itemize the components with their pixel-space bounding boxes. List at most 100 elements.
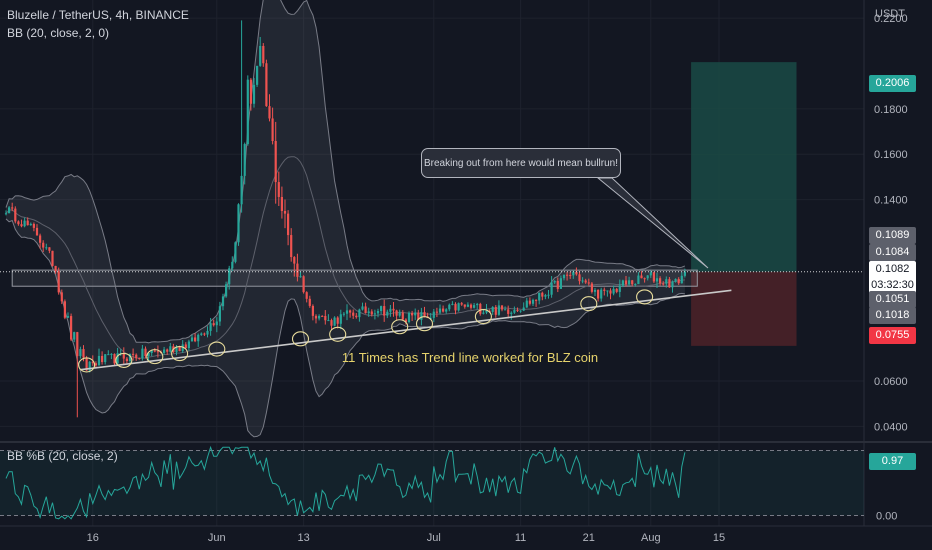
countdown-tag: 03:32:30 <box>869 277 916 294</box>
candle-body <box>187 341 190 348</box>
candle-body <box>352 312 355 316</box>
candle <box>147 352 150 361</box>
candle <box>662 281 665 286</box>
candle-body <box>553 280 556 283</box>
candle <box>66 312 70 319</box>
candle <box>169 342 172 353</box>
candle <box>209 317 212 336</box>
candle <box>671 280 674 293</box>
candle <box>116 347 119 367</box>
touch-ellipse <box>391 319 409 335</box>
candle-body <box>113 353 116 364</box>
candle-body <box>135 354 138 359</box>
candle <box>228 265 231 290</box>
candle <box>113 353 116 366</box>
candle-body <box>668 279 671 288</box>
touch-ellipse <box>474 308 492 325</box>
candle-body <box>370 311 373 315</box>
candle <box>252 77 256 108</box>
candle-body <box>618 285 621 292</box>
candle-body <box>364 306 367 314</box>
candle <box>240 20 243 213</box>
candle <box>342 311 345 317</box>
touch-ellipse <box>329 326 347 342</box>
candle <box>497 300 500 316</box>
candle-body <box>203 333 206 335</box>
candle-body <box>268 106 271 119</box>
candle-body <box>593 289 597 292</box>
candle-body <box>23 220 26 227</box>
candle <box>516 307 519 312</box>
candle <box>590 282 593 294</box>
candle-body <box>153 350 156 352</box>
position-zones <box>11 62 797 346</box>
candle-body <box>643 278 646 280</box>
candle <box>138 357 141 360</box>
candle <box>166 348 169 355</box>
candle-body <box>445 309 448 312</box>
candle-body <box>336 317 339 324</box>
bb-indicator-label[interactable]: BB (20, close, 2, 0) <box>7 26 110 40</box>
candle <box>547 289 550 299</box>
x-tick-label: 16 <box>87 532 99 544</box>
candle-body <box>587 282 590 284</box>
candle-body <box>327 320 330 322</box>
candle <box>417 309 420 320</box>
candle-body <box>4 213 8 215</box>
candle-body <box>209 323 212 331</box>
candle <box>150 349 153 357</box>
candle-body <box>423 312 426 317</box>
candle-body <box>290 235 293 258</box>
candle-body <box>624 280 628 285</box>
candle-body <box>225 284 228 297</box>
candle-body <box>404 319 407 322</box>
y-tick-label: 0.1800 <box>874 104 908 116</box>
candle-body <box>466 304 469 307</box>
candle-body <box>541 292 544 297</box>
candle <box>256 65 259 87</box>
touch-ellipse <box>636 289 654 305</box>
y-tick-label: 0.1600 <box>874 149 908 161</box>
candle-body <box>249 79 252 104</box>
candle <box>268 94 271 122</box>
candle-body <box>132 353 135 355</box>
breakout-callout[interactable]: Breaking out from here would mean bullru… <box>421 148 621 178</box>
candle <box>485 304 488 315</box>
percent-b-indicator-label[interactable]: BB %B (20, close, 2) <box>7 449 118 463</box>
candle-body <box>237 204 240 243</box>
candle <box>110 353 113 360</box>
touch-ellipse <box>580 296 598 312</box>
touch-ellipse <box>208 341 226 357</box>
y-tick-label: 0.0600 <box>874 376 908 388</box>
candle <box>525 297 528 308</box>
candle <box>23 217 26 228</box>
candle-body <box>531 299 535 304</box>
candle-body <box>197 334 200 342</box>
candle-body <box>609 290 612 294</box>
candle <box>631 279 634 287</box>
candle <box>321 315 324 317</box>
candle <box>194 333 197 343</box>
percent-b-line <box>5 445 686 520</box>
candle-body <box>228 268 231 285</box>
candle-body <box>398 312 401 316</box>
candle-body <box>662 283 665 285</box>
symbol-title[interactable]: Bluzelle / TetherUS, 4h, BINANCE <box>7 8 189 22</box>
drawings[interactable] <box>0 177 864 373</box>
candle-body <box>280 196 283 211</box>
candle <box>463 304 466 309</box>
candle-body <box>435 311 438 313</box>
candle <box>603 287 606 296</box>
candle <box>389 304 392 317</box>
candle <box>324 310 327 325</box>
candle <box>665 276 668 288</box>
candle-body <box>482 312 485 314</box>
candle <box>581 277 584 284</box>
candle <box>618 279 621 298</box>
candle <box>42 240 45 253</box>
candle-body <box>299 276 302 278</box>
x-tick-label: Jul <box>427 532 441 544</box>
trendline-note[interactable]: 11 Times has Trend line worked for BLZ c… <box>341 350 599 365</box>
